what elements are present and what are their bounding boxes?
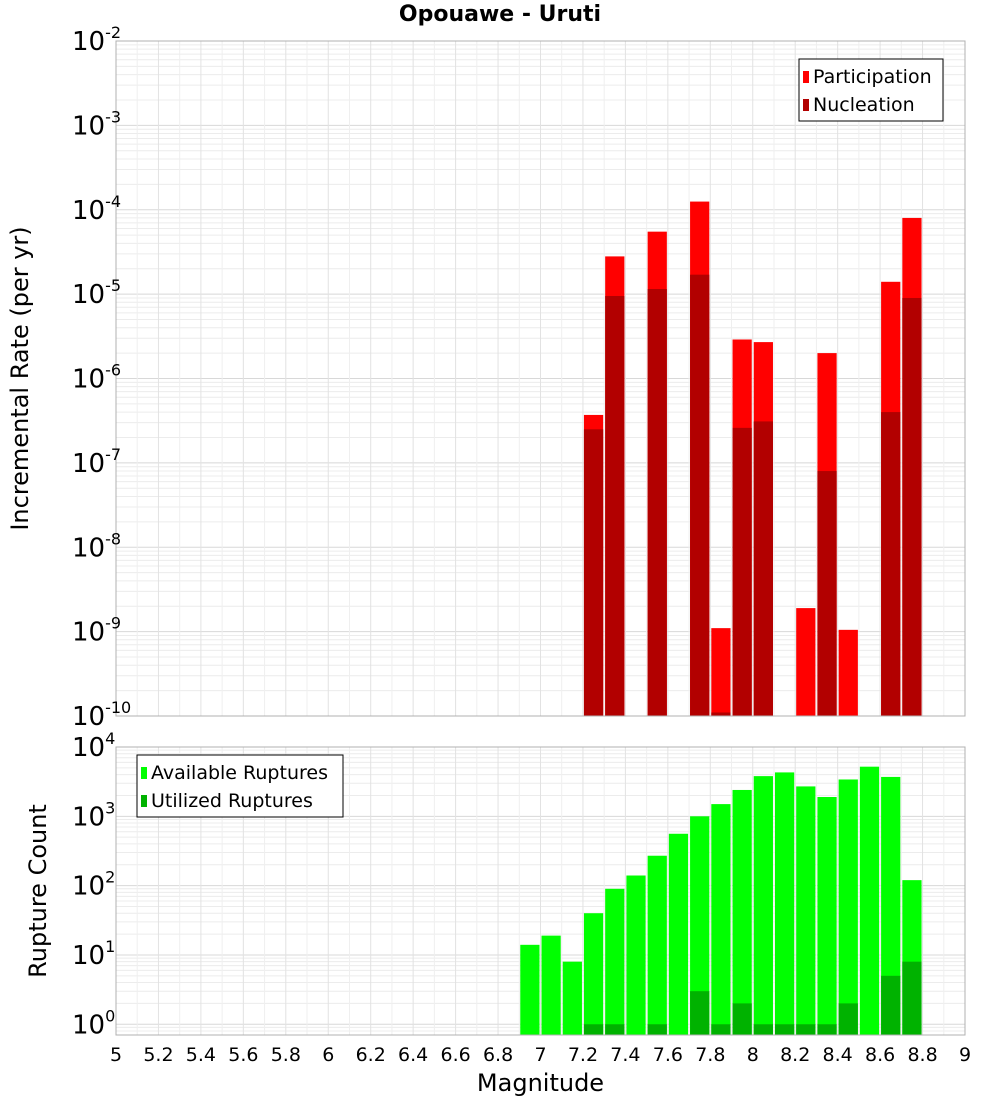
bar-utilized-ruptures	[753, 1024, 773, 1035]
bar-available-ruptures	[838, 779, 858, 1035]
y-tick-label: 104	[72, 729, 115, 763]
bar-available-ruptures	[796, 786, 816, 1035]
bar-available-ruptures	[774, 772, 795, 1035]
y-tick-label: 10-10	[72, 698, 131, 732]
bottom-panel: 100 101 102 103 104 Rupture Count Available Ru…	[24, 729, 971, 1097]
bar-participation	[838, 629, 858, 716]
bar-available-ruptures	[881, 776, 901, 1035]
x-tick-label: 8.6	[865, 1044, 895, 1066]
bar-available-ruptures	[711, 804, 731, 1035]
x-tick-label: 7.2	[568, 1044, 598, 1066]
chart-title: Opouawe - Uruti	[398, 2, 602, 27]
bar-nucleation	[732, 427, 752, 716]
bar-nucleation	[690, 274, 710, 716]
y-tick-label: 102	[72, 868, 115, 902]
bar-nucleation	[817, 471, 837, 716]
y-tick-label: 10-2	[72, 23, 121, 57]
bar-nucleation	[902, 297, 922, 716]
legend-box	[798, 58, 944, 122]
bar-utilized-ruptures	[647, 1024, 667, 1035]
x-axis-label: Magnitude	[477, 1069, 604, 1097]
y-tick-label: 10-9	[72, 614, 121, 648]
legend-box	[136, 754, 344, 818]
bar-utilized-ruptures	[690, 991, 710, 1035]
plot-frame	[115, 40, 966, 717]
x-tick-label: 9	[959, 1044, 971, 1066]
bar-available-ruptures	[626, 875, 646, 1035]
bar-available-ruptures	[541, 935, 561, 1035]
legend-label: Utilized Ruptures	[151, 790, 313, 812]
bar-available-ruptures	[859, 766, 880, 1035]
bar-available-ruptures	[732, 789, 752, 1035]
y-axis-label: Incremental Rate (per yr)	[6, 226, 34, 530]
x-tick-label: 8.2	[780, 1044, 810, 1066]
bar-utilized-ruptures	[902, 961, 922, 1035]
y-tick-label: 103	[72, 798, 115, 832]
x-tick-label: 8.8	[907, 1044, 937, 1066]
x-tick-label: 7.4	[610, 1044, 640, 1066]
bar-utilized-ruptures	[881, 975, 901, 1035]
legend-label: Nucleation	[813, 94, 915, 116]
legend-label: Participation	[813, 66, 932, 88]
bar-utilized-ruptures	[796, 1024, 816, 1035]
y-tick-label: 101	[72, 937, 115, 971]
bar-nucleation	[605, 296, 625, 716]
bar-available-ruptures	[562, 961, 582, 1035]
y-tick-label: 10-4	[72, 192, 121, 226]
x-tick-label: 5.4	[186, 1044, 216, 1066]
bar-utilized-ruptures	[732, 1003, 752, 1035]
x-tick-label: 8.4	[823, 1044, 853, 1066]
y-tick-label: 10-3	[72, 107, 121, 141]
bar-utilized-ruptures	[583, 1024, 604, 1035]
bar-nucleation	[583, 429, 604, 716]
bar-utilized-ruptures	[774, 1024, 795, 1035]
x-tick-label: 5.6	[228, 1044, 258, 1066]
bar-nucleation	[881, 412, 901, 716]
y-tick-label: 10-7	[72, 445, 121, 479]
bar-available-ruptures	[668, 833, 689, 1035]
bar-nucleation	[753, 421, 773, 716]
bar-available-ruptures	[605, 888, 625, 1035]
bar-available-ruptures	[583, 913, 604, 1035]
bar-available-ruptures	[690, 816, 710, 1035]
y-tick-label: 10-5	[72, 276, 121, 310]
bar-nucleation	[647, 289, 667, 716]
legend-swatch	[141, 767, 147, 779]
x-tick-label: 7.6	[653, 1044, 683, 1066]
plot-frame	[115, 746, 966, 1036]
legend-label: Available Ruptures	[151, 762, 328, 784]
bar-participation	[796, 608, 816, 716]
x-tick-label: 8	[747, 1044, 759, 1066]
bar-utilized-ruptures	[711, 1024, 731, 1035]
x-tick-label: 7.8	[695, 1044, 725, 1066]
legend-swatch	[803, 71, 809, 83]
bar-nucleation	[711, 712, 731, 716]
y-tick-label: 10-8	[72, 529, 121, 563]
y-tick-label: 100	[72, 1006, 115, 1040]
x-tick-label: 6	[322, 1044, 334, 1066]
legend-swatch	[141, 795, 147, 807]
bar-available-ruptures	[520, 944, 540, 1035]
bar-utilized-ruptures	[838, 1003, 858, 1035]
bar-utilized-ruptures	[817, 1024, 837, 1035]
y-tick-label: 10-6	[72, 361, 121, 395]
bar-participation	[711, 628, 731, 716]
y-axis-label: Rupture Count	[24, 804, 52, 978]
bar-available-ruptures	[817, 796, 837, 1035]
x-tick-label: 6.2	[356, 1044, 386, 1066]
x-tick-label: 5.2	[143, 1044, 173, 1066]
x-tick-label: 7	[534, 1044, 546, 1066]
bar-available-ruptures	[753, 776, 773, 1035]
x-tick-label: 5.8	[271, 1044, 301, 1066]
bar-available-ruptures	[647, 855, 667, 1035]
x-tick-label: 5	[110, 1044, 122, 1066]
bar-utilized-ruptures	[605, 1024, 625, 1035]
x-tick-label: 6.6	[440, 1044, 470, 1066]
legend-swatch	[803, 99, 809, 111]
x-tick-label: 6.4	[398, 1044, 428, 1066]
x-tick-label: 6.8	[483, 1044, 513, 1066]
top-panel: 10-10 10-9 10-8 10-7 10-6 10-5 10-4 10-3 10-2 Inc…	[6, 23, 966, 732]
